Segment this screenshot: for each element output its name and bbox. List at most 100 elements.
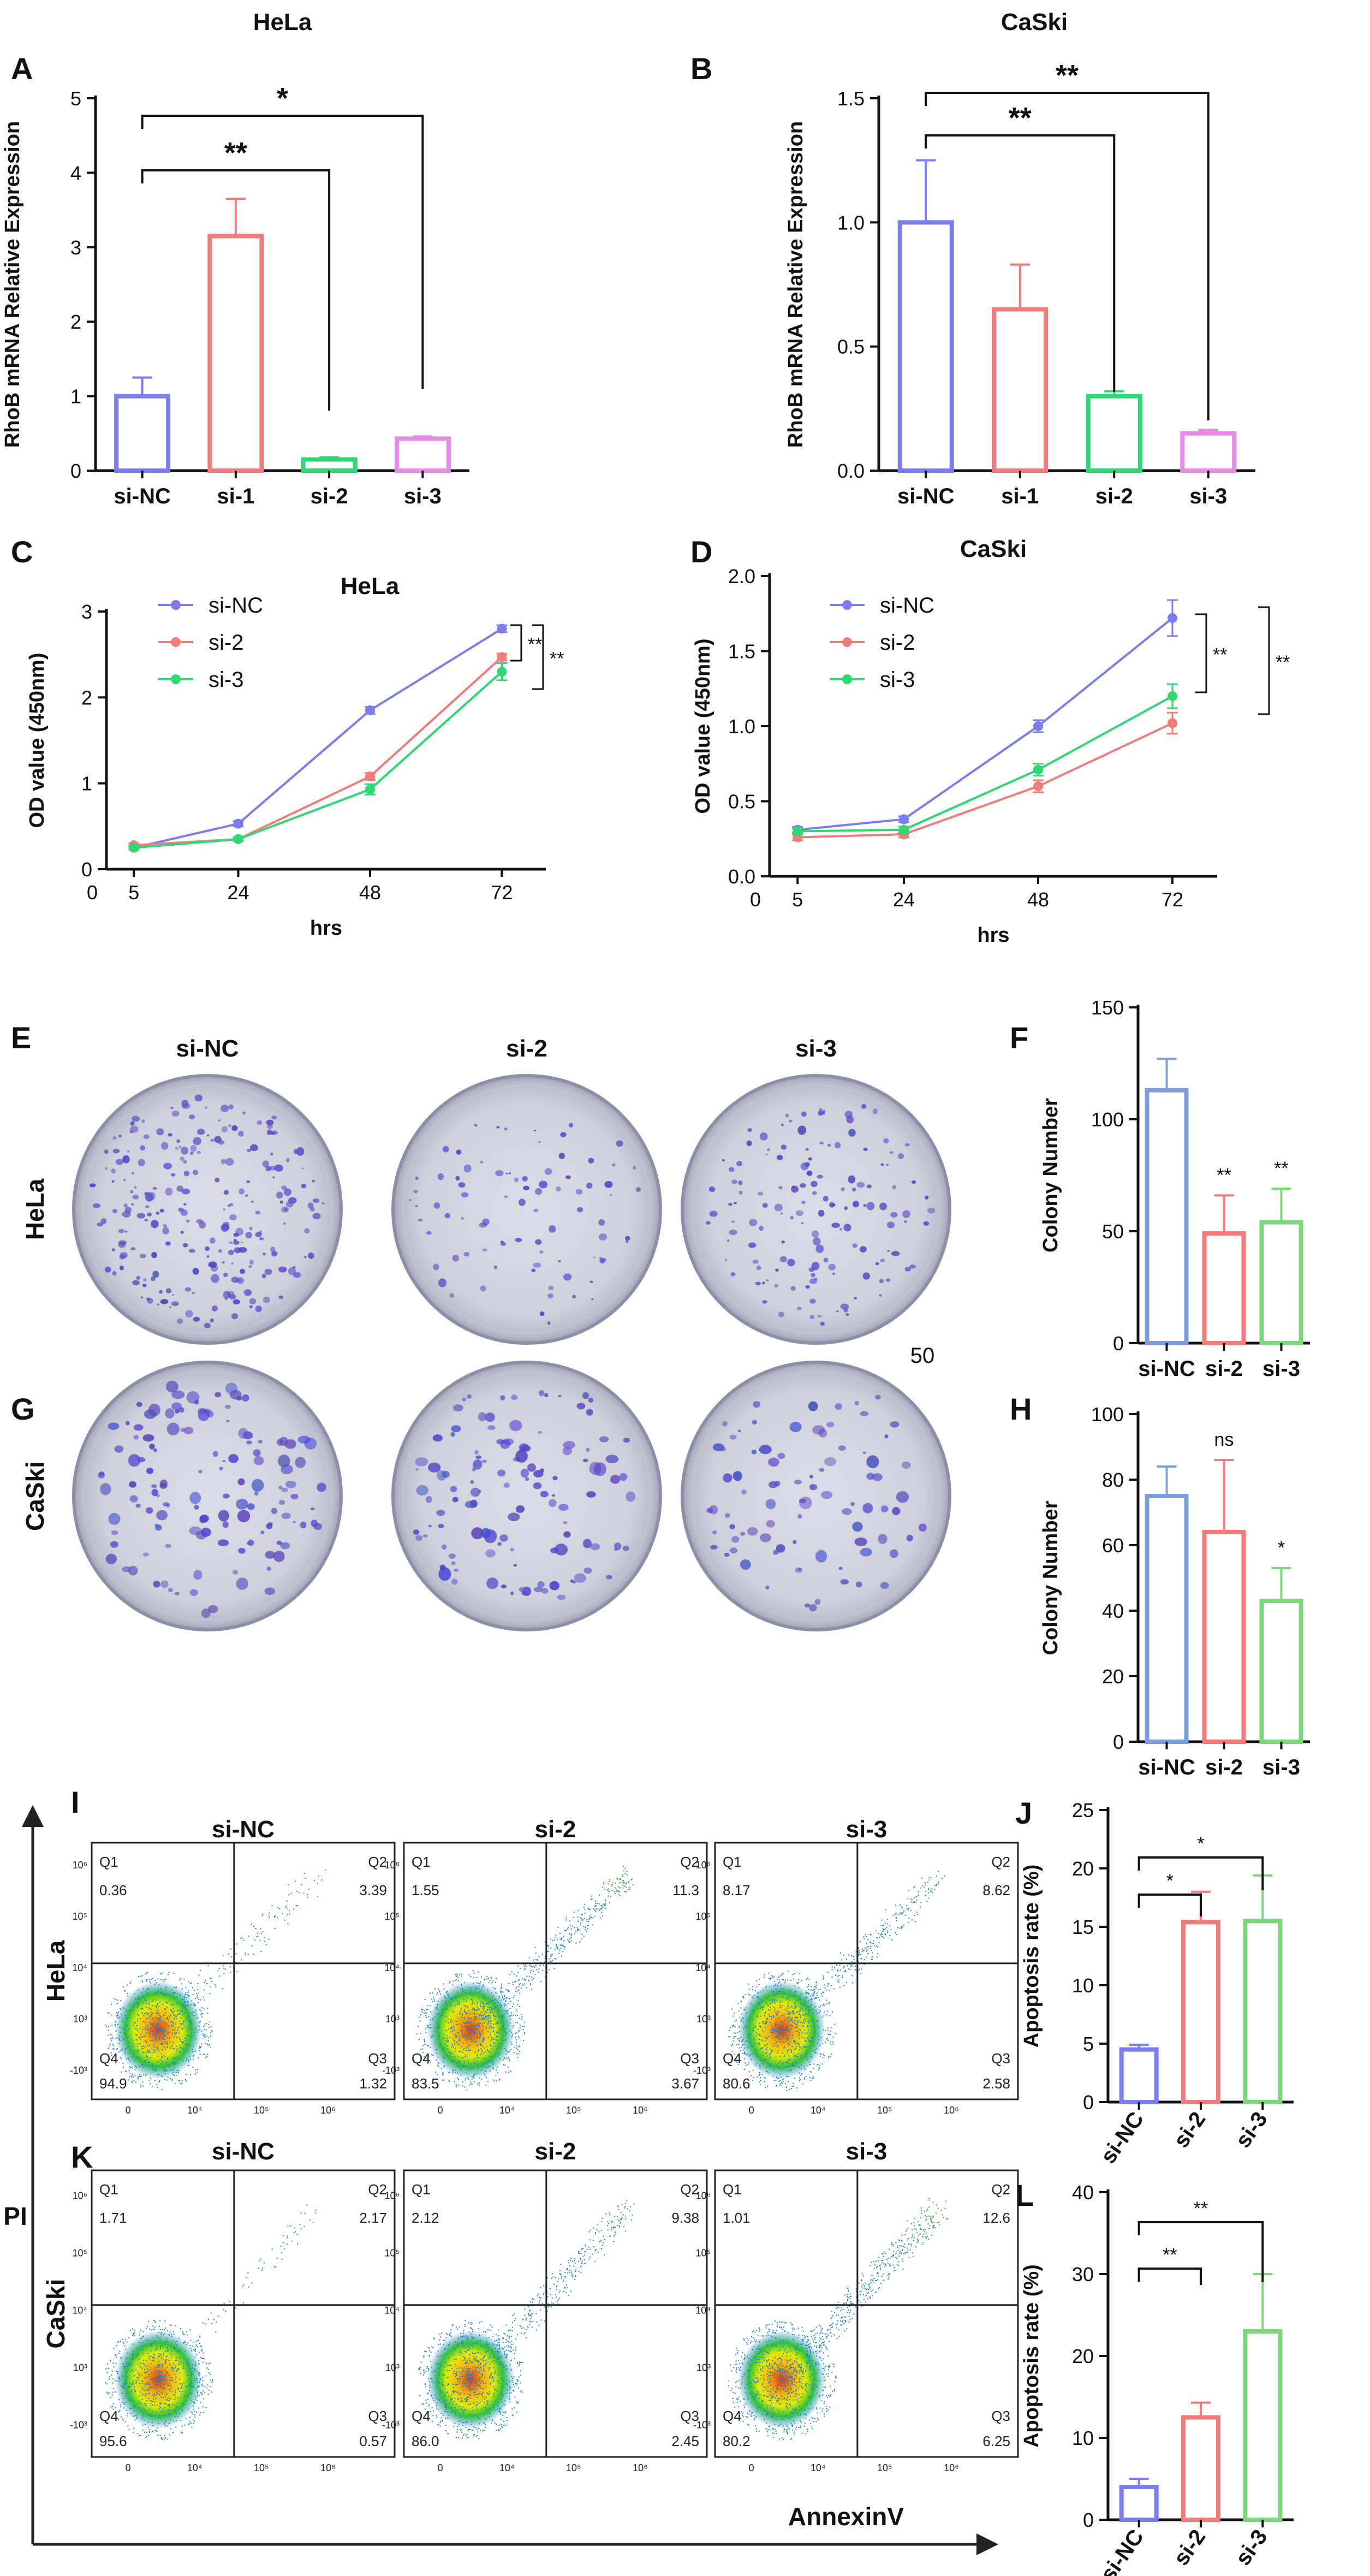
event-dot [198, 2002, 199, 2003]
event-dot [830, 1985, 832, 1986]
event-dot [914, 1902, 915, 1904]
colony [540, 1491, 549, 1498]
event-dot [794, 1973, 795, 1974]
data-point [233, 818, 243, 829]
event-dot [139, 1998, 140, 2000]
colony [510, 1591, 514, 1595]
colony [228, 1249, 234, 1255]
event-dot [885, 1934, 886, 1936]
event-dot [472, 2009, 474, 2010]
event-dot [492, 1980, 493, 1982]
event-dot [487, 2051, 489, 2052]
colony [249, 1305, 253, 1309]
event-dot [795, 2043, 796, 2045]
event-dot [806, 2001, 807, 2002]
event-dot [268, 1915, 270, 1916]
event-dot [168, 2065, 170, 2067]
event-dot [182, 2023, 184, 2025]
event-dot [781, 2081, 782, 2083]
colony [497, 1469, 506, 1477]
event-dot [116, 2049, 117, 2050]
event-dot [184, 2017, 186, 2019]
event-dot [487, 2009, 489, 2010]
colony [175, 1147, 179, 1150]
event-dot [165, 2049, 166, 2050]
event-dot [564, 1930, 565, 1932]
event-dot [187, 1991, 189, 1993]
event-dot [158, 2020, 159, 2021]
event-dot [505, 2000, 507, 2002]
event-dot [826, 2014, 827, 2016]
event-dot [597, 1903, 598, 1904]
colony [160, 1580, 169, 1588]
event-dot [142, 1996, 144, 1997]
event-dot [146, 2018, 147, 2020]
event-dot [492, 2079, 494, 2081]
event-dot [511, 2044, 513, 2045]
event-dot [782, 2079, 784, 2081]
event-dot [597, 1908, 599, 1910]
event-dot [571, 1933, 573, 1935]
event-dot [521, 2018, 522, 2020]
event-dot [799, 2032, 800, 2033]
event-dot [787, 2018, 789, 2020]
event-dot [763, 2023, 765, 2025]
event-dot [441, 2005, 443, 2007]
event-dot [421, 2011, 423, 2013]
colony [794, 1480, 802, 1485]
event-dot [185, 2074, 187, 2075]
event-dot [517, 2049, 519, 2051]
event-dot [491, 2061, 492, 2062]
event-dot [172, 2024, 174, 2026]
event-dot [790, 2019, 792, 2021]
event-dot [799, 1973, 800, 1975]
event-dot [503, 1995, 505, 1996]
event-dot [505, 2010, 507, 2012]
event-dot [486, 2015, 488, 2017]
event-dot [499, 2078, 501, 2080]
event-dot [190, 2411, 192, 2413]
event-dot [475, 1987, 477, 1989]
event-dot [779, 2080, 781, 2082]
event-dot [748, 2037, 749, 2039]
event-dot [135, 1998, 136, 2000]
event-dot [296, 1890, 298, 1892]
colony [826, 1422, 835, 1428]
bar-si-2 [1181, 2415, 1220, 2522]
event-dot [484, 2047, 485, 2049]
event-dot [812, 2021, 813, 2022]
colony [143, 1278, 147, 1281]
event-dot [115, 1999, 117, 2001]
event-dot [167, 2057, 169, 2059]
event-dot [502, 1997, 503, 1999]
event-dot [181, 2080, 183, 2082]
event-dot [797, 2011, 799, 2013]
colony [778, 1311, 785, 1317]
event-dot [770, 2066, 772, 2068]
event-dot [169, 2331, 171, 2333]
event-dot [466, 2046, 468, 2048]
colony [165, 1288, 172, 1293]
event-dot [489, 2015, 491, 2016]
event-dot [152, 2017, 153, 2019]
event-dot [478, 1985, 480, 1987]
event-dot [799, 2037, 800, 2039]
event-dot [168, 2025, 169, 2027]
colony [415, 1177, 419, 1180]
event-dot [515, 2041, 517, 2043]
event-dot [457, 2062, 458, 2064]
event-dot [289, 1913, 290, 1915]
colony [245, 1232, 253, 1239]
event-dot [799, 2046, 800, 2047]
event-dot [755, 1990, 757, 1991]
event-dot [815, 1981, 817, 1983]
event-dot [607, 1890, 609, 1892]
event-dot [810, 2080, 812, 2081]
event-dot [764, 2015, 765, 2016]
event-dot [488, 2015, 490, 2016]
event-dot [517, 1990, 519, 1992]
event-dot [483, 1995, 485, 1996]
event-dot [741, 2013, 742, 2015]
event-dot [771, 2032, 772, 2033]
event-dot [185, 1992, 187, 1994]
